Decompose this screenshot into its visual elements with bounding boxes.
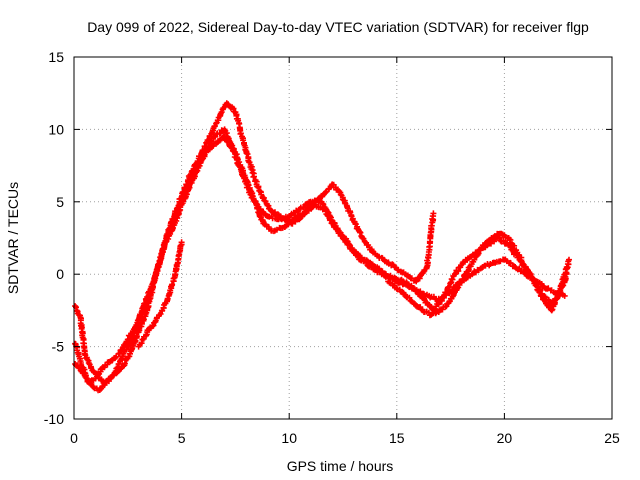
series-track-3 [72, 100, 437, 386]
x-axis: 0 5 10 15 20 25 [70, 57, 620, 446]
data-series [72, 100, 572, 394]
y-axis: -10 -5 0 5 10 15 [44, 49, 612, 427]
x-tick-label: 15 [389, 430, 405, 446]
y-tick-label: -5 [52, 339, 65, 355]
y-tick-label: 0 [56, 266, 64, 282]
chart-title: Day 099 of 2022, Sidereal Day-to-day VTE… [87, 19, 589, 35]
plot-frame [73, 56, 613, 420]
series-track-4 [135, 230, 572, 350]
y-tick-label: 10 [48, 121, 64, 137]
y-tick-label: 15 [48, 49, 64, 65]
y-tick-label: -10 [44, 411, 64, 427]
y-tick-label: 5 [56, 194, 64, 210]
x-tick-label: 20 [497, 430, 513, 446]
x-tick-label: 5 [178, 430, 186, 446]
y-axis-title: SDTVAR / TECUs [5, 182, 21, 294]
x-tick-label: 25 [604, 430, 620, 446]
x-tick-label: 10 [281, 430, 297, 446]
data-point-markers [135, 230, 572, 350]
x-axis-title: GPS time / hours [287, 458, 394, 474]
data-point-markers [72, 100, 437, 386]
x-tick-label: 0 [70, 430, 78, 446]
